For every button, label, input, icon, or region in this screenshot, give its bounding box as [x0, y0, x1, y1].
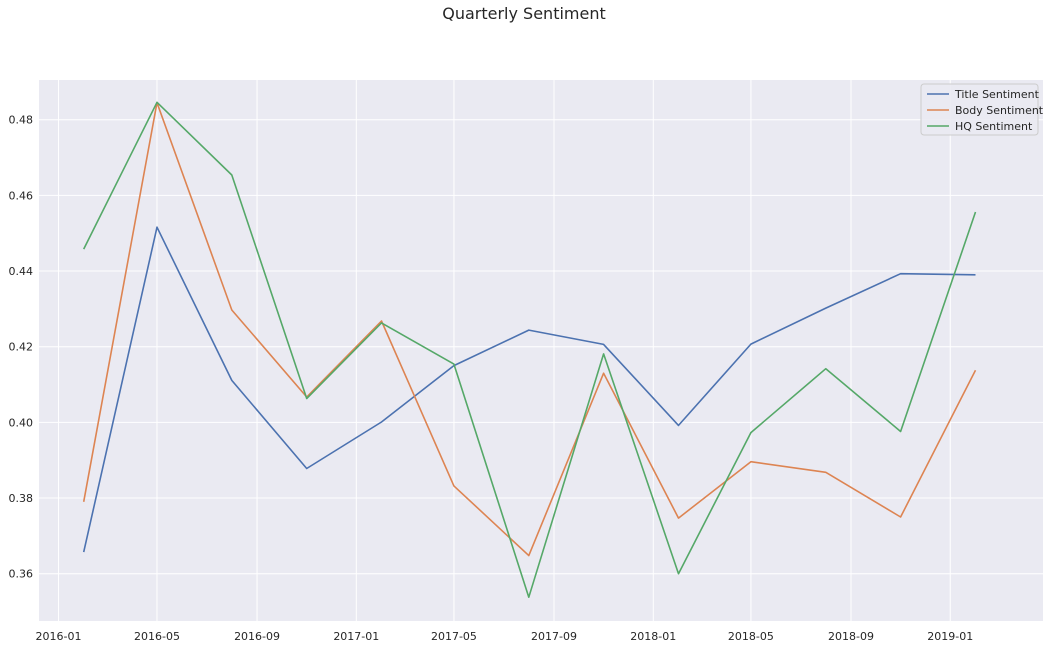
x-tick-label: 2017-09 [531, 630, 577, 643]
y-tick-label: 0.46 [9, 189, 34, 202]
x-tick-label: 2018-09 [828, 630, 874, 643]
series-lines [82, 101, 977, 599]
x-tick-label: 2019-01 [927, 630, 973, 643]
y-tick-label: 0.38 [9, 492, 34, 505]
y-tick-label: 0.44 [9, 265, 34, 278]
y-tick-label: 0.40 [9, 416, 34, 429]
x-tick-label: 2018-05 [728, 630, 774, 643]
x-tick-label: 2018-01 [630, 630, 676, 643]
chart-title: Quarterly Sentiment [442, 4, 606, 23]
x-tick-label: 2016-05 [134, 630, 180, 643]
x-tick-label: 2016-09 [234, 630, 280, 643]
series-line-body-sentiment [82, 101, 977, 557]
grid [39, 80, 1043, 621]
axis-ticks: 0.36 0.38 0.40 0.42 0.44 0.46 0.48 2016-01 2016-… [9, 114, 974, 643]
y-tick-label: 0.36 [9, 568, 34, 581]
legend-label: Title Sentiment [954, 88, 1040, 101]
x-tick-label: 2017-05 [431, 630, 477, 643]
y-tick-label: 0.48 [9, 114, 34, 127]
legend: Title Sentiment Body Sentiment HQ Sentimen… [920, 83, 1044, 136]
legend-label: HQ Sentiment [955, 120, 1033, 133]
legend-label: Body Sentiment [955, 104, 1044, 117]
series-line-title-sentiment [82, 226, 976, 553]
plot-area [39, 80, 1043, 621]
y-tick-label: 0.42 [9, 341, 34, 354]
x-tick-label: 2017-01 [333, 630, 379, 643]
legend-box [920, 83, 1039, 136]
series-line-hq-sentiment [82, 101, 977, 599]
x-tick-label: 2016-01 [36, 630, 82, 643]
